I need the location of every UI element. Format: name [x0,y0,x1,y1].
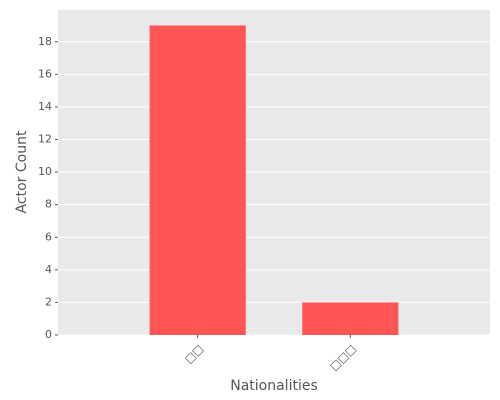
y-tick-label: 2 [45,295,52,308]
y-tick-label: 10 [38,165,52,178]
y-tick-label: 4 [45,263,52,276]
y-axis-label: Actor Count [14,130,30,213]
bar [302,302,399,335]
x-axis-label: Nationalities [230,378,318,394]
y-tick-label: 6 [45,230,52,243]
y-tick-label: 8 [45,198,52,211]
y-tick-label: 14 [38,100,52,113]
y-tick-label: 12 [38,133,52,146]
bar [149,25,246,335]
x-tick-label: □□□ [327,342,358,373]
y-tick-label: 0 [45,328,52,341]
y-tick-label: 16 [38,67,52,80]
y-tick-label: 18 [38,35,52,48]
x-tick-label: □□ [182,342,206,366]
